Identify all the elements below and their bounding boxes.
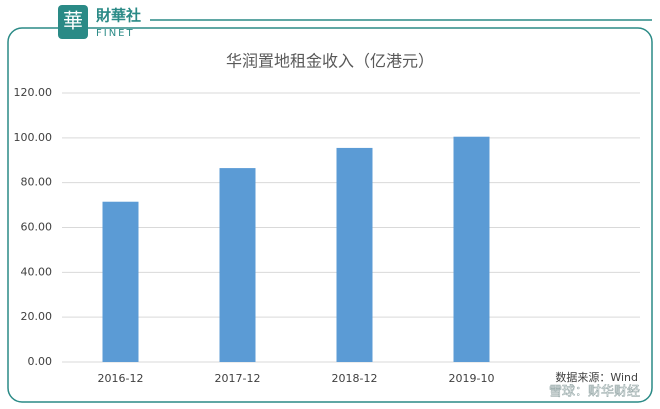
logo-sub: FINET — [96, 28, 135, 39]
x-tick-label: 2018-12 — [332, 372, 378, 385]
logo-mark: 華 — [63, 9, 83, 33]
bar — [102, 201, 139, 362]
x-tick-label: 2017-12 — [215, 372, 261, 385]
x-tick-label: 2016-12 — [98, 372, 144, 385]
y-tick-label: 60.00 — [21, 221, 53, 234]
logo-box — [58, 5, 88, 39]
y-tick-label: 0.00 — [28, 355, 53, 368]
bar — [453, 136, 490, 362]
y-tick-label: 20.00 — [21, 310, 53, 323]
logo-name: 財華社 — [95, 7, 141, 25]
y-tick-label: 100.00 — [14, 131, 53, 144]
x-tick-label: 2019-10 — [449, 372, 495, 385]
chart-title: 华润置地租金收入（亿港元） — [226, 52, 434, 71]
bar — [219, 168, 256, 362]
y-tick-label: 80.00 — [21, 176, 53, 189]
watermark: 雪球：财华财经 — [549, 385, 640, 400]
bar — [336, 147, 373, 362]
frame — [7, 27, 653, 403]
y-tick-label: 40.00 — [21, 265, 53, 278]
y-tick-label: 120.00 — [14, 86, 53, 99]
source-note: 数据来源：Wind — [555, 370, 638, 384]
